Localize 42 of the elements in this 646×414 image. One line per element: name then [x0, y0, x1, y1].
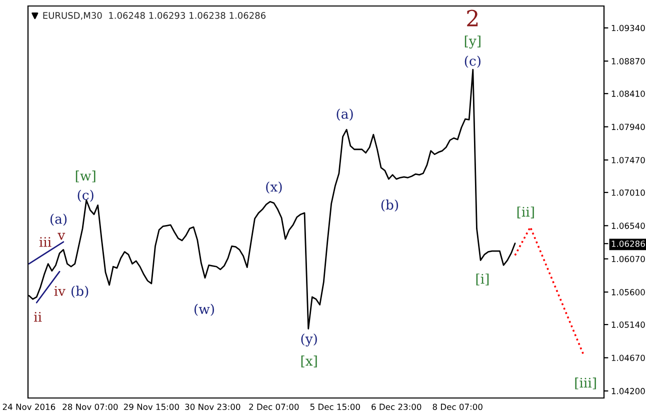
x-tick-label: 29 Nov 15:00 — [124, 404, 179, 410]
annotation: [x] — [301, 356, 317, 368]
y-tick-label: 1.07010 — [612, 189, 645, 196]
annotation: [iii] — [575, 378, 596, 390]
x-tick-label: 24 Nov 2016 — [2, 404, 56, 410]
y-tick-label: 1.05600 — [612, 289, 645, 296]
x-tick-label: 5 Dec 15:00 — [310, 404, 360, 410]
y-tick-label: 1.05140 — [612, 322, 645, 328]
x-tick-label: 8 Dec 07:00 — [432, 404, 482, 410]
annotation: [y] — [464, 36, 480, 49]
annotation: [i] — [476, 274, 489, 286]
annotation: (b) — [381, 200, 398, 212]
annotation: (a) — [50, 214, 67, 226]
annotation: iii — [39, 237, 52, 247]
annotation: [w] — [76, 170, 96, 182]
annotation: (c) — [464, 56, 480, 68]
y-tick-label: 1.07470 — [612, 156, 645, 164]
y-tick-label: 1.08870 — [612, 58, 645, 64]
annotation: (a) — [336, 108, 353, 121]
y-tick-label: 1.06286 — [612, 240, 645, 247]
x-tick-label: 28 Nov 07:00 — [62, 404, 118, 410]
y-tick-label: 1.04670 — [612, 354, 645, 362]
annotation: (x) — [266, 182, 282, 194]
annotation: 2 — [467, 10, 478, 26]
annotation: (b) — [72, 286, 88, 298]
y-tick-label: 1.04200 — [612, 388, 645, 394]
y-tick-label: 1.06540 — [612, 222, 645, 229]
y-tick-label: 1.08410 — [612, 90, 645, 97]
x-tick-label: 2 Dec 07:00 — [249, 404, 299, 410]
annotation: (y) — [301, 334, 317, 346]
y-tick-label: 1.07940 — [612, 124, 645, 130]
annotation: (w) — [194, 304, 214, 316]
annotation: iv — [54, 286, 66, 296]
text: EURUSD,M30 1.06248 1.06293 1.06238 1.06286 — [43, 12, 266, 20]
annotation: ii — [34, 312, 42, 322]
annotation: (c) — [78, 190, 94, 202]
annotation: [ii] — [517, 206, 534, 218]
annotation: v — [58, 232, 66, 240]
y-tick-label: 1.06070 — [612, 256, 645, 262]
x-tick-label: 30 Nov 23:00 — [185, 404, 240, 410]
x-tick-label: 6 Dec 23:00 — [372, 404, 422, 410]
y-tick-label: 1.09340 — [612, 24, 645, 32]
